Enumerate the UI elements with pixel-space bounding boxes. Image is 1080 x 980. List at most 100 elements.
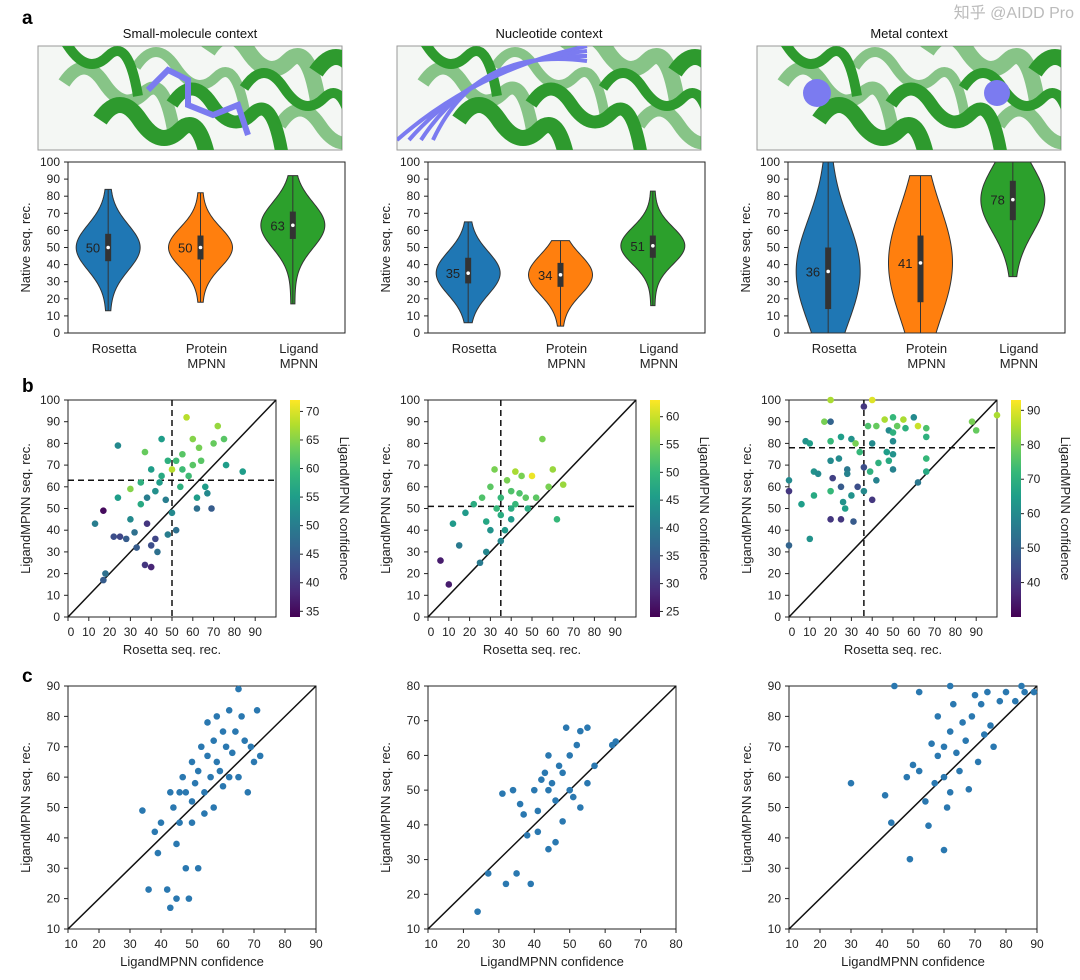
scatter-point <box>154 548 161 556</box>
scatter-chart-b-2 <box>424 399 663 621</box>
scatter-point <box>210 737 217 744</box>
scatter-point <box>968 418 976 426</box>
scatter-point <box>470 500 478 508</box>
scatter-point <box>860 403 868 410</box>
y-tick-label: 0 <box>413 610 420 624</box>
colorbar-tick-label: 45 <box>306 547 320 561</box>
x-tick-label: 90 <box>249 625 263 639</box>
y-tick-label: 40 <box>768 523 782 537</box>
x-axis-label: LigandMPNN confidence <box>120 954 264 969</box>
x-tick-label: 10 <box>785 937 799 951</box>
scatter-point <box>222 461 230 469</box>
scatter-point <box>946 789 954 796</box>
scatter-point <box>188 758 196 766</box>
scatter-point <box>141 561 149 569</box>
violin-median-label: 50 <box>86 241 100 256</box>
scatter-point <box>168 509 176 517</box>
diagonal-line <box>788 685 1038 929</box>
colorbar-tick-label: 80 <box>1027 438 1041 452</box>
y-tick-label: 0 <box>413 326 420 340</box>
colorbar-tick-label: 40 <box>666 521 680 535</box>
scatter-point <box>191 779 199 787</box>
scatter-point <box>962 737 969 744</box>
scatter-point <box>487 483 494 491</box>
x-tick-label: 90 <box>1030 937 1044 951</box>
x-tick-label: 50 <box>906 937 920 951</box>
scatter-point <box>981 731 988 738</box>
y-tick-label: 90 <box>407 415 421 429</box>
panel-label-b: b <box>22 376 34 397</box>
scatter-point <box>977 700 985 708</box>
x-tick-label: 30 <box>844 937 858 951</box>
x-tick-label: 20 <box>813 937 827 951</box>
x-category-label: Protein MPNN <box>906 341 947 371</box>
x-axis-label: Rosetta seq. rec. <box>483 642 581 657</box>
scatter-point <box>482 518 490 525</box>
y-tick-label: 60 <box>407 748 421 762</box>
scatter-point <box>906 855 914 863</box>
y-tick-label: 90 <box>47 172 61 186</box>
scatter-point <box>133 544 140 551</box>
scatter-point <box>235 685 242 693</box>
scatter-point <box>854 483 861 491</box>
y-tick-label: 80 <box>47 189 61 203</box>
y-tick-label: 40 <box>407 818 421 832</box>
y-tick-label: 60 <box>47 480 61 494</box>
x-tick-label: 60 <box>186 625 200 639</box>
scatter-point <box>512 500 519 508</box>
scatter-point <box>188 798 196 805</box>
colorbar <box>290 400 300 617</box>
scatter-point <box>204 490 211 497</box>
scatter-point <box>235 773 242 781</box>
y-tick-label: 60 <box>47 223 61 237</box>
y-tick-label: 70 <box>47 458 61 472</box>
y-tick-label: 10 <box>407 309 421 323</box>
y-tick-label: 50 <box>768 502 782 516</box>
violin-median-label: 51 <box>630 239 644 254</box>
scatter-point <box>827 457 834 465</box>
y-tick-label: 20 <box>768 567 782 581</box>
scatter-point <box>548 779 556 787</box>
scatter-point <box>1012 697 1019 705</box>
colorbar-tick-label: 60 <box>306 462 320 476</box>
x-tick-label: 80 <box>278 937 292 951</box>
y-tick-label: 20 <box>47 892 61 906</box>
scatter-point <box>523 831 531 839</box>
x-tick-label: 10 <box>803 625 817 639</box>
scatter-point <box>497 537 505 545</box>
x-tick-label: 60 <box>907 625 921 639</box>
y-tick-label: 50 <box>47 241 61 255</box>
scatter-point <box>940 846 948 854</box>
colorbar-tick-label: 45 <box>666 493 680 507</box>
y-tick-label: 60 <box>47 770 61 784</box>
scatter-point <box>530 786 538 794</box>
scatter-point <box>860 487 868 495</box>
x-tick-label: 70 <box>928 625 942 639</box>
scatter-point <box>487 526 494 534</box>
scatter-point <box>158 472 165 480</box>
scatter-point <box>856 448 864 456</box>
scatter-point <box>837 483 845 491</box>
x-axis-label: Rosetta seq. rec. <box>844 642 942 657</box>
violin-median-dot <box>558 273 563 277</box>
x-tick-label: 10 <box>442 625 456 639</box>
y-tick-label: 90 <box>407 172 421 186</box>
scatter-point <box>577 727 584 735</box>
scatter-point <box>139 807 146 814</box>
scatter-point <box>141 448 149 456</box>
x-category-label: Ligand MPNN <box>999 341 1038 371</box>
y-tick-label: 90 <box>768 679 782 693</box>
x-tick-label: 40 <box>866 625 880 639</box>
y-tick-label: 10 <box>768 922 782 936</box>
y-axis-label: LigandMPNN seq. rec. <box>378 443 393 574</box>
scatter-point <box>860 463 868 471</box>
scatter-point <box>182 789 190 796</box>
y-tick-label: 10 <box>47 309 61 323</box>
y-axis-label: Native seq. rec. <box>18 202 33 292</box>
scatter-point <box>785 487 793 495</box>
y-tick-label: 20 <box>407 292 421 306</box>
scatter-point <box>798 500 805 508</box>
x-tick-label: 30 <box>123 937 137 951</box>
scatter-point <box>953 749 960 757</box>
scatter-point <box>164 457 172 465</box>
